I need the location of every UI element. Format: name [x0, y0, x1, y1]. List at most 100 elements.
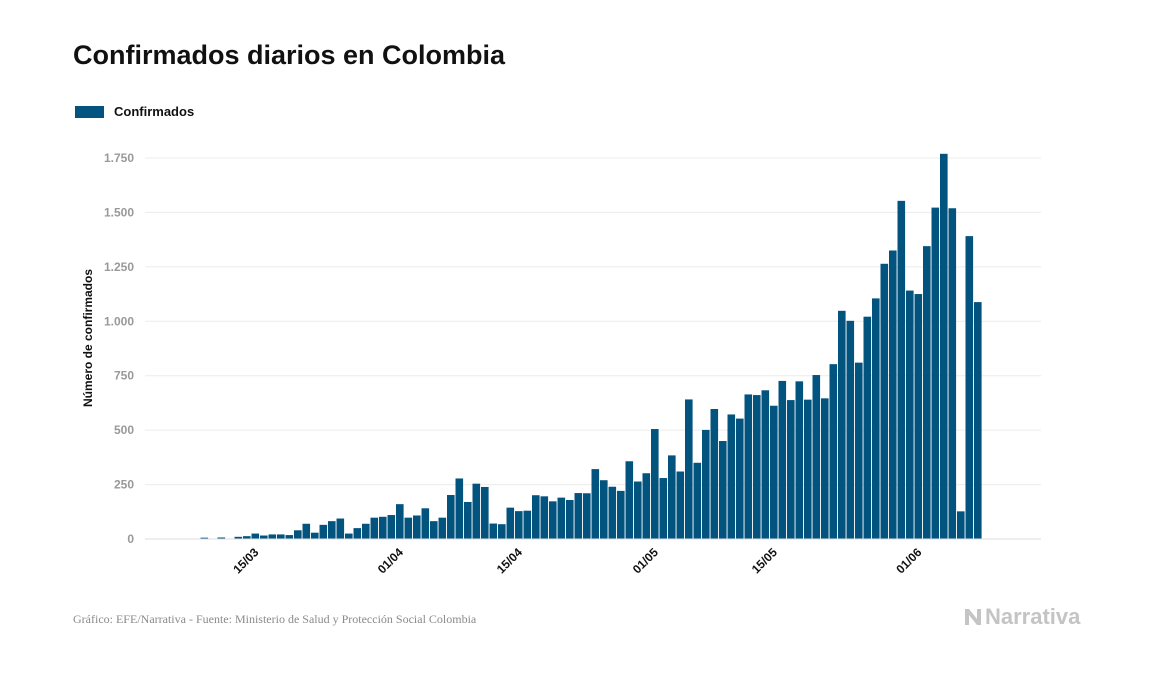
y-tick-label: 1.500: [104, 205, 134, 219]
bar: [379, 516, 387, 539]
bar: [948, 208, 957, 539]
bar: [481, 486, 489, 539]
y-tick-label: 750: [114, 369, 134, 383]
bar: [668, 455, 676, 539]
bar: [362, 523, 370, 539]
bar: [957, 511, 965, 539]
chart-title: Confirmados diarios en Colombia: [73, 40, 506, 70]
bar: [277, 534, 285, 539]
y-tick-label: 1.000: [104, 314, 134, 328]
bar: [515, 511, 523, 539]
bar: [200, 537, 209, 539]
bar: [804, 399, 812, 539]
bar: [710, 409, 719, 539]
bar: [523, 510, 532, 539]
bar: [447, 495, 455, 539]
bar: [940, 153, 948, 539]
bar: [676, 471, 685, 539]
y-tick-label: 1.250: [104, 260, 134, 274]
bar: [914, 294, 923, 539]
grid-lines: [145, 157, 1041, 486]
bar: [328, 521, 336, 539]
bar: [345, 533, 353, 539]
bar: [761, 390, 770, 539]
bar: [404, 517, 413, 539]
narrativa-logo: Narrativa: [963, 604, 1080, 630]
narrativa-n-icon: [965, 609, 981, 625]
x-tick-label: 15/04: [494, 545, 525, 576]
x-tick-label: 01/05: [630, 545, 661, 576]
bar: [719, 441, 727, 539]
bar: [753, 395, 761, 539]
bar: [651, 429, 659, 539]
bar: [311, 532, 319, 539]
bar: [268, 534, 277, 539]
bar: [846, 320, 855, 539]
bar: [302, 523, 311, 539]
x-tick-label: 15/03: [230, 545, 261, 576]
bar: [829, 364, 838, 539]
bar: [787, 400, 795, 539]
bar: [319, 524, 328, 539]
bar: [855, 362, 863, 539]
logo-text: Narrativa: [985, 604, 1081, 629]
bar: [872, 298, 880, 539]
x-tick-label: 01/04: [375, 545, 406, 576]
bar: [974, 302, 982, 539]
x-tick-label: 01/06: [893, 545, 924, 576]
y-tick-labels: 0 250 500 750 1.000 1.250 1.500 1.750: [104, 151, 134, 546]
bar: [260, 535, 268, 539]
bar: [413, 515, 421, 539]
bars: [175, 153, 982, 540]
bar: [880, 263, 889, 539]
bar: [540, 496, 549, 539]
y-tick-label: 500: [114, 423, 134, 437]
y-tick-label: 250: [114, 478, 134, 492]
bar: [812, 375, 821, 539]
x-tick-labels: 15/03 01/04 15/04 01/05 15/05 01/06: [230, 545, 924, 576]
bar: [625, 461, 634, 539]
bar: [634, 481, 642, 539]
bar: [574, 493, 583, 539]
bar: [234, 536, 243, 539]
bar: [387, 515, 396, 539]
bar: [863, 316, 872, 539]
bar: [336, 518, 345, 539]
bar: [685, 399, 693, 539]
bar: [532, 495, 540, 539]
bar: [659, 478, 668, 539]
bar: [566, 500, 574, 539]
legend: Confirmados: [75, 104, 194, 119]
source-note: Gráfico: EFE/Narrativa - Fuente: Ministe…: [73, 612, 477, 626]
bar: [744, 394, 753, 539]
bar: [736, 418, 744, 539]
y-tick-label: 1.750: [104, 151, 134, 165]
bar: [251, 533, 260, 539]
bar: [430, 521, 438, 539]
bar: [557, 497, 566, 539]
bar: [591, 469, 600, 539]
bar: [353, 528, 362, 539]
bar: [243, 536, 251, 539]
bar: [370, 517, 379, 539]
bar: [608, 486, 617, 539]
bar: [889, 250, 897, 540]
bar: [702, 429, 710, 539]
bar: [897, 200, 906, 539]
bar: [727, 414, 736, 539]
bar: [217, 537, 226, 539]
bar: [498, 524, 506, 539]
legend-swatch: [75, 105, 104, 118]
bar: [464, 501, 472, 539]
bar: [617, 490, 625, 539]
bar: [931, 207, 940, 539]
bar: [770, 405, 778, 539]
y-tick-label: 0: [127, 532, 134, 546]
bar: [285, 535, 294, 539]
bar: [965, 236, 974, 539]
y-axis-label: Número de confirmados: [81, 269, 95, 407]
bar: [506, 507, 515, 539]
bar: [549, 501, 557, 539]
bar: [489, 523, 498, 539]
